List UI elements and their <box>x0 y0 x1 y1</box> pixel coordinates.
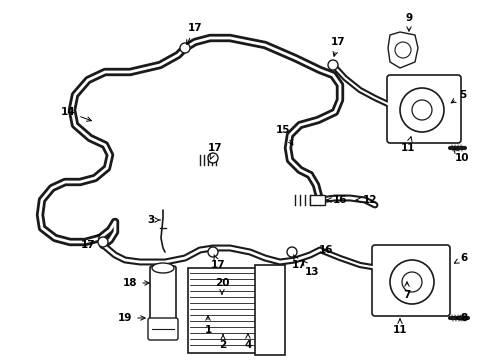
Circle shape <box>180 43 190 53</box>
Ellipse shape <box>152 263 174 273</box>
Bar <box>309 195 325 205</box>
Text: 19: 19 <box>118 313 145 323</box>
FancyBboxPatch shape <box>386 75 460 143</box>
Text: 5: 5 <box>450 90 466 103</box>
Text: 7: 7 <box>403 282 410 300</box>
FancyBboxPatch shape <box>148 318 178 340</box>
FancyBboxPatch shape <box>150 266 176 322</box>
Text: 12: 12 <box>355 195 376 205</box>
Circle shape <box>389 260 433 304</box>
Circle shape <box>207 247 218 257</box>
Text: 6: 6 <box>453 253 467 263</box>
Circle shape <box>207 153 218 163</box>
Text: 14: 14 <box>61 107 91 121</box>
Text: 10: 10 <box>452 148 468 163</box>
Bar <box>254 265 285 355</box>
Text: 17: 17 <box>330 37 345 56</box>
Circle shape <box>98 237 108 247</box>
Circle shape <box>401 272 421 292</box>
Circle shape <box>399 88 443 132</box>
Text: 1: 1 <box>204 316 211 335</box>
Circle shape <box>394 42 410 58</box>
Circle shape <box>411 100 431 120</box>
Text: 16: 16 <box>326 195 346 205</box>
Text: 17: 17 <box>186 23 202 45</box>
Text: 17: 17 <box>210 255 225 270</box>
Text: 17: 17 <box>81 234 100 250</box>
Text: 13: 13 <box>302 261 319 277</box>
Text: 15: 15 <box>275 125 292 145</box>
FancyBboxPatch shape <box>371 245 449 316</box>
Text: 8: 8 <box>455 313 467 323</box>
Circle shape <box>327 60 337 70</box>
Circle shape <box>286 247 296 257</box>
Text: 17: 17 <box>207 143 222 159</box>
Text: 11: 11 <box>400 137 414 153</box>
Text: 4: 4 <box>244 334 251 350</box>
Text: 2: 2 <box>219 334 226 350</box>
Text: 20: 20 <box>214 278 229 294</box>
Text: 16: 16 <box>318 245 332 255</box>
Text: 3: 3 <box>147 215 160 225</box>
Text: 9: 9 <box>405 13 412 31</box>
Text: 18: 18 <box>122 278 149 288</box>
Text: 17: 17 <box>291 255 305 270</box>
Bar <box>187 268 256 353</box>
Polygon shape <box>387 32 417 68</box>
Text: 11: 11 <box>392 319 407 335</box>
